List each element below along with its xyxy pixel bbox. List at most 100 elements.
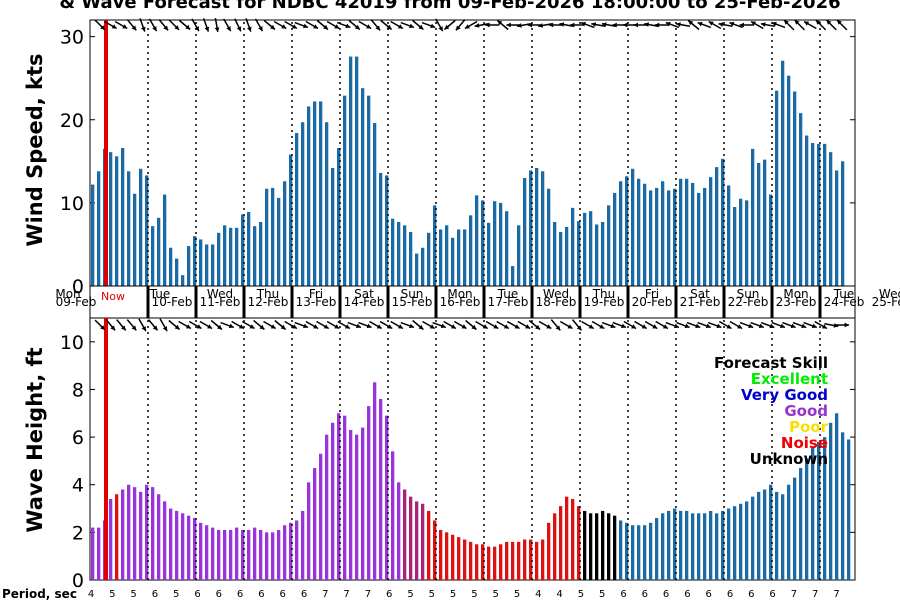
wind-direction-arrow xyxy=(202,18,210,32)
wave-bar xyxy=(535,541,539,580)
wind-bar xyxy=(373,123,377,286)
wind-direction-arrow xyxy=(506,22,521,28)
wind-arrow-head xyxy=(688,20,694,26)
period-value: 6 xyxy=(194,589,200,600)
wave-bar xyxy=(289,522,293,580)
wave-bar xyxy=(457,537,461,580)
wave-arrow-head xyxy=(238,324,244,329)
period-value: 6 xyxy=(706,589,712,600)
wind-bar xyxy=(685,178,689,286)
wind-arrow-head xyxy=(760,22,766,27)
wind-arrow-head xyxy=(654,22,660,28)
wind-bar xyxy=(745,200,749,286)
wind-arrow-head xyxy=(771,21,777,27)
wave-direction-arrow xyxy=(718,320,732,330)
wind-bar xyxy=(409,231,413,286)
wave-bar xyxy=(373,382,377,580)
wind-direction-arrow xyxy=(496,19,509,31)
wave-bar xyxy=(193,518,197,580)
wave-bar xyxy=(301,510,305,580)
wave-bar xyxy=(199,522,203,580)
wind-direction-arrow xyxy=(654,22,669,28)
period-row: Period, sec 4 5 5 6 5 6 6 6 6 6 6 7 7 7 6 5 5 5 5 5 5 4 4 5 5 6 6 6 6… xyxy=(2,587,840,600)
wave-direction-arrow xyxy=(591,320,605,330)
wind-bar xyxy=(193,236,197,287)
wind-direction-arrow xyxy=(633,22,648,28)
wind-bar xyxy=(91,184,95,286)
wind-arrow-head xyxy=(323,24,328,30)
wave-bar xyxy=(211,527,215,580)
wind-arrow-head xyxy=(718,22,724,27)
wind-arrow-head xyxy=(581,21,586,27)
wave-direction-arrow xyxy=(274,319,287,331)
period-value: 6 xyxy=(152,589,158,600)
wave-arrow-head xyxy=(546,324,552,329)
wind-bar xyxy=(727,185,731,286)
wind-bar xyxy=(823,143,827,286)
wave-direction-arrow xyxy=(159,318,168,332)
wave-bar xyxy=(397,482,401,580)
wind-direction-arrow xyxy=(126,19,137,31)
wave-direction-arrow xyxy=(644,320,658,330)
wave-arrow-head xyxy=(207,324,213,329)
wind-direction-arrow xyxy=(191,18,200,32)
wind-bar xyxy=(481,200,485,286)
date-label: 09-Feb xyxy=(56,295,97,309)
wave-bar xyxy=(97,527,101,580)
wind-arrow-head xyxy=(826,20,832,25)
wind-direction-arrow xyxy=(316,19,329,31)
wind-bar xyxy=(601,221,605,286)
wind-bar xyxy=(163,194,167,286)
wind-bar xyxy=(667,190,671,286)
period-value: 5 xyxy=(173,589,179,600)
wind-bar xyxy=(151,226,155,286)
wave-arrow-head xyxy=(514,324,520,329)
wind-bar xyxy=(205,244,209,286)
wind-direction-arrow xyxy=(94,19,106,31)
wave-bar xyxy=(685,510,689,580)
wave-height-panel: 0 2 4 6 8 10 xyxy=(60,317,856,592)
wave-arrow-head xyxy=(440,323,446,329)
wind-direction-arrow xyxy=(455,19,466,31)
wind-arrow-head xyxy=(366,24,372,29)
wind-bar xyxy=(247,212,251,286)
wind-direction-arrow xyxy=(464,20,478,30)
wave-y-axis-label: Wave Height, ft xyxy=(23,347,47,532)
period-value: 5 xyxy=(599,589,605,600)
period-value: 5 xyxy=(429,589,435,600)
wind-y-axis-label: Wind Speed, kts xyxy=(23,53,47,246)
wind-arrow-head xyxy=(444,24,450,30)
wind-direction-arrow xyxy=(294,21,309,29)
wave-bar xyxy=(637,525,641,580)
date-label: 12-Feb xyxy=(248,295,289,309)
wave-arrow-head xyxy=(821,324,827,329)
wave-y-tick-label: 2 xyxy=(72,522,84,544)
wind-bar xyxy=(475,195,479,286)
wind-arrow-head xyxy=(708,21,714,26)
wave-bar xyxy=(487,546,491,580)
wave-arrow-head xyxy=(758,323,764,329)
wave-arrow-head xyxy=(621,323,626,329)
wave-bar xyxy=(493,546,497,580)
period-value: 7 xyxy=(791,589,797,600)
wind-direction-arrow xyxy=(245,18,252,32)
wind-direction-arrow xyxy=(675,22,691,27)
wave-arrow-head xyxy=(387,324,393,329)
date-label: 15-Feb xyxy=(392,295,433,309)
wind-direction-arrow xyxy=(591,22,606,27)
period-value: 6 xyxy=(237,589,243,600)
day-of-week-label: Tue xyxy=(149,287,171,301)
wave-arrow-head xyxy=(228,323,234,329)
wave-bar xyxy=(679,510,683,580)
wind-bar xyxy=(841,161,845,286)
wind-bar xyxy=(127,171,131,286)
wind-arrow-head xyxy=(291,24,297,29)
wave-bar xyxy=(217,529,221,580)
wave-bar xyxy=(133,487,137,580)
wave-bar xyxy=(715,513,719,580)
wave-direction-arrow xyxy=(686,321,701,329)
wind-arrow-head xyxy=(538,23,543,28)
wave-bar xyxy=(463,539,467,580)
wave-bar xyxy=(643,525,647,580)
wind-bar xyxy=(427,232,431,286)
